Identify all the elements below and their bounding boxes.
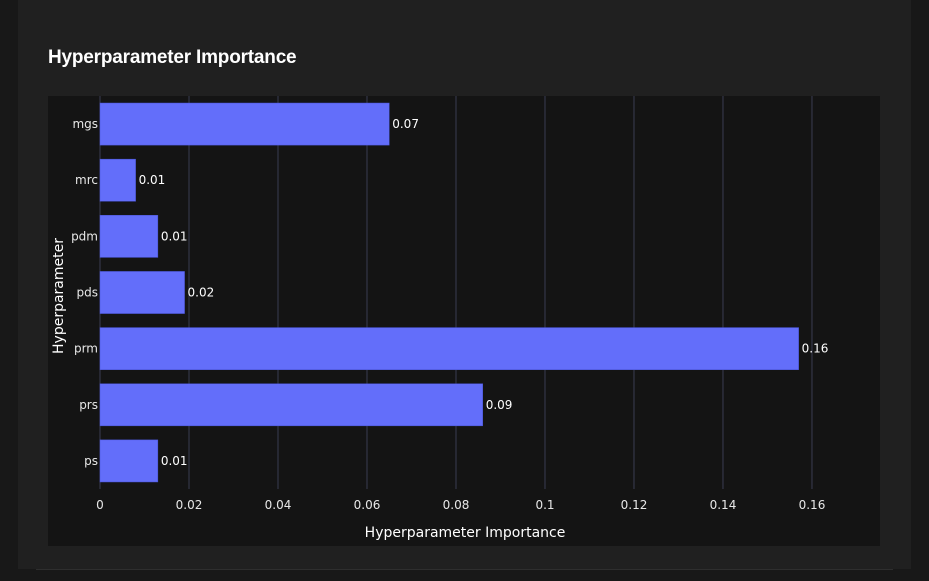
x-tick-label: 0.06 xyxy=(354,498,381,512)
bar-value-labels: 0.07 0.01 0.01 0.02 0.16 0.09 0.01 xyxy=(139,117,829,468)
x-tick-label: 0.1 xyxy=(535,498,554,512)
panel-divider xyxy=(36,569,893,570)
x-tick-label: 0.14 xyxy=(710,498,737,512)
bar-label-mrc: 0.01 xyxy=(139,173,166,187)
y-tick-pds: pds xyxy=(77,286,99,300)
chart-title: Hyperparameter Importance xyxy=(48,47,297,68)
bar-label-ps: 0.01 xyxy=(161,454,188,468)
bar-pdm[interactable] xyxy=(99,215,159,258)
y-tick-pdm: pdm xyxy=(71,229,98,243)
x-axis-title: Hyperparameter Importance xyxy=(365,525,566,541)
y-tick-mgs: mgs xyxy=(72,117,98,131)
bar-prm[interactable] xyxy=(99,327,799,370)
bar-pds[interactable] xyxy=(99,271,185,314)
x-tick-label: 0 xyxy=(96,498,104,512)
bar-ps[interactable] xyxy=(99,439,159,483)
bars xyxy=(99,102,799,483)
x-tick-labels: 0 0.02 0.04 0.06 0.08 0.1 0.12 0.14 0.16 xyxy=(96,498,825,512)
y-tick-prs: prs xyxy=(79,398,98,412)
bar-mgs[interactable] xyxy=(99,102,390,146)
bar-label-prs: 0.09 xyxy=(486,398,513,412)
y-tick-labels: mgs mrc pdm pds prm prs ps xyxy=(71,117,98,468)
bar-prs[interactable] xyxy=(99,383,483,427)
y-axis-title: Hyperparameter xyxy=(51,238,67,354)
bar-label-pds: 0.02 xyxy=(188,286,215,300)
y-tick-prm: prm xyxy=(74,342,98,356)
x-tick-label: 0.04 xyxy=(265,498,292,512)
bar-label-prm: 0.16 xyxy=(802,342,829,356)
y-tick-ps: ps xyxy=(84,454,98,468)
bar-label-mgs: 0.07 xyxy=(392,117,419,131)
x-tick-label: 0.16 xyxy=(799,498,826,512)
x-tick-label: 0.02 xyxy=(176,498,203,512)
x-tick-label: 0.12 xyxy=(621,498,648,512)
y-tick-mrc: mrc xyxy=(75,173,98,187)
bar-mrc[interactable] xyxy=(99,158,136,202)
plot-background xyxy=(48,96,880,546)
x-tick-label: 0.08 xyxy=(443,498,470,512)
bar-label-pdm: 0.01 xyxy=(161,229,188,243)
